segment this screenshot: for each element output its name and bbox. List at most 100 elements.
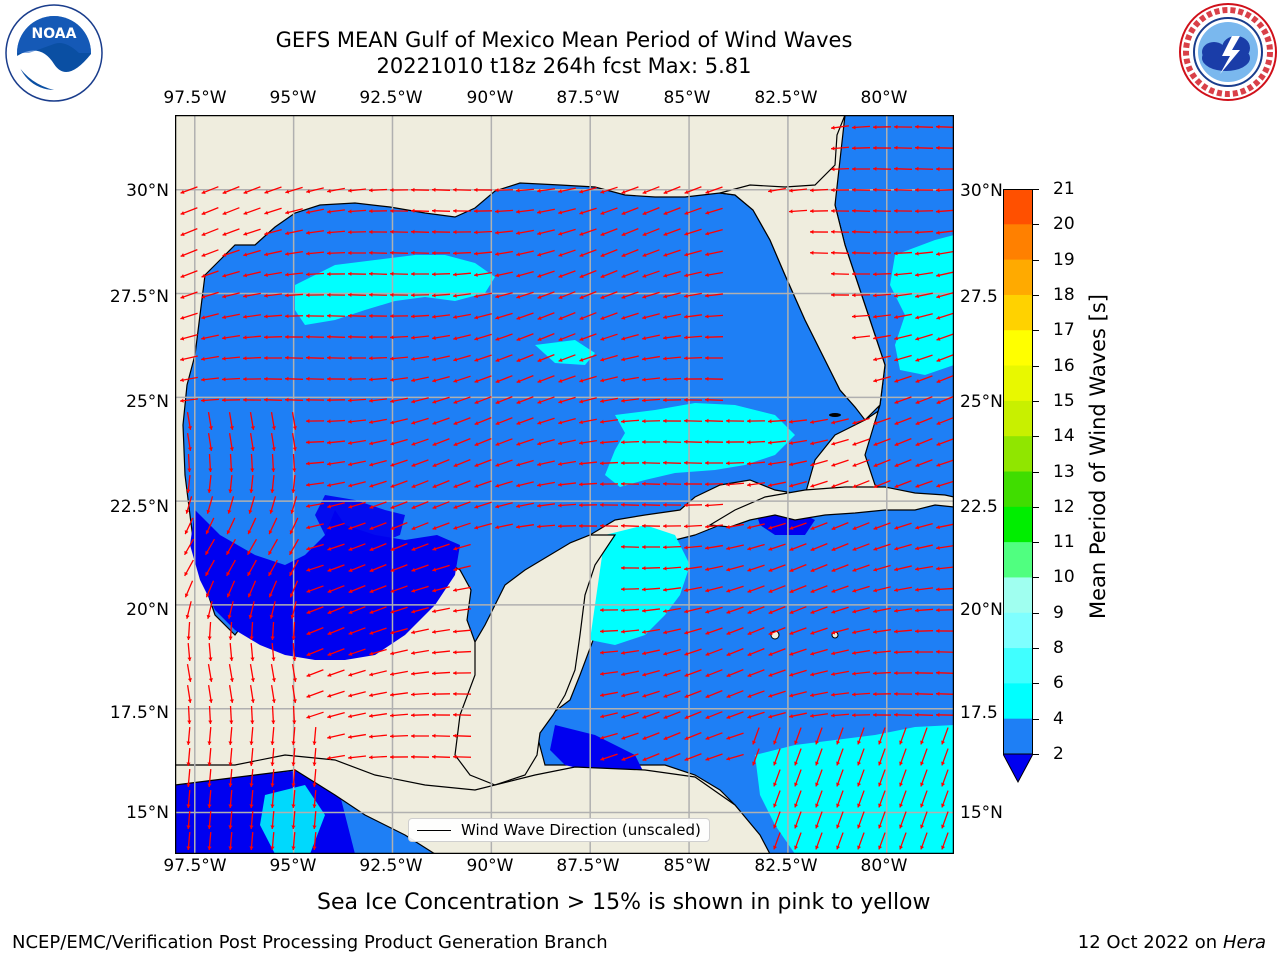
wind-arrow-head [390, 377, 394, 382]
wind-arrow-head [773, 824, 778, 829]
wind-arrow-head [600, 189, 605, 194]
wind-arrow-head [432, 712, 436, 718]
wind-arrow-head [663, 672, 668, 677]
wind-arrow-head [208, 468, 213, 472]
wind-arrow-head [878, 740, 883, 745]
wind-arrow-head [348, 230, 352, 235]
wind-arrow-head [495, 525, 499, 530]
yucatan-land [454, 534, 617, 786]
wind-arrow-head [558, 524, 562, 529]
wind-arrow-head [747, 673, 752, 677]
wind-arrow-head [894, 166, 898, 171]
wind-arrow-head [857, 824, 862, 829]
wind-arrow-head [936, 124, 940, 129]
wind-arrow-head [558, 189, 562, 194]
wind-arrow-head [453, 567, 458, 572]
wind-arrow-head [873, 442, 878, 446]
wind-arrow-head [264, 397, 268, 402]
colorbar-segment [1003, 294, 1033, 331]
wind-arrow-head [369, 229, 373, 235]
colorbar-tick-label: 2 [1053, 744, 1064, 764]
wind-arrow-head [642, 481, 646, 486]
wind-arrow-head [642, 398, 646, 403]
wind-arrow-head [705, 588, 710, 593]
wind-arrow-head [936, 649, 940, 654]
wind-arrows [179, 124, 955, 851]
wind-arrow-head [306, 251, 310, 256]
wind-arrow-head [474, 209, 478, 214]
wind-arrow-head [348, 250, 352, 256]
wind-arrow-head [579, 295, 584, 299]
wind-arrow-head [432, 484, 437, 488]
wind-arrow-head [270, 741, 275, 745]
wind-arrow-head [852, 463, 857, 467]
wind-arrow-head [306, 546, 311, 551]
wind-arrow-head [432, 609, 436, 614]
wind-arrow-head [852, 547, 857, 551]
wind-arrow-head [600, 253, 605, 257]
wind-arrow-head [600, 482, 604, 487]
wind-arrow-head [747, 652, 752, 656]
wind-arrow-head [642, 294, 647, 299]
wind-arrow-head [663, 757, 668, 761]
wind-arrow-head [208, 699, 213, 703]
wind-arrow-head [327, 483, 331, 488]
lon-tick-bottom: 87.5°W [556, 856, 620, 876]
wind-arrow-head [831, 462, 836, 467]
wind-arrow-head [249, 783, 254, 787]
wind-arrow-head [936, 230, 940, 235]
wind-arrow-head [621, 274, 626, 278]
wind-arrow-head [684, 609, 689, 614]
wind-arrow-head [432, 463, 437, 467]
wind-arrow-head [306, 631, 311, 635]
wind-arrow-head [516, 209, 520, 214]
wind-arrow-head [285, 397, 289, 402]
wind-arrow-head [269, 509, 274, 514]
colorbar-svg [1002, 189, 1034, 784]
wind-arrow-head [810, 462, 815, 467]
wind-arrow-head [537, 482, 541, 488]
wind-arrow-head [292, 720, 297, 724]
wind-arrow-head [264, 231, 269, 236]
wind-arrow-head [228, 825, 233, 829]
wind-arrow-head [186, 825, 191, 829]
wind-arrow-head [941, 782, 946, 787]
wind-arrow-head [705, 503, 709, 508]
wind-arrow-head [936, 358, 941, 362]
colorbar-segment [1003, 577, 1033, 614]
wind-arrow-head [831, 208, 835, 213]
wind-arrow-head [621, 336, 626, 341]
wind-arrow-head [516, 483, 521, 488]
wind-arrow-head [663, 231, 668, 236]
wind-arrow-head [201, 315, 206, 320]
wind-arrow-head [684, 293, 688, 299]
wind-arrow-head [642, 377, 646, 382]
wind-arrow-head [453, 230, 457, 235]
wind-arrow-head [915, 566, 919, 571]
wind-arrow-head [271, 720, 276, 724]
wind-arrow-head [453, 733, 457, 738]
wind-arrow-head [285, 334, 289, 340]
wind-arrow-head [815, 824, 820, 829]
wind-arrow-head [558, 252, 563, 257]
wind-arrow-head [264, 355, 268, 361]
wind-arrow-head [516, 337, 521, 341]
wind-arrow-head [810, 589, 815, 593]
wind-arrow-head [705, 231, 710, 236]
wind-arrow-head [684, 356, 688, 361]
wind-arrow-head [794, 845, 799, 850]
colorbar-segment [1003, 259, 1033, 296]
wind-arrow-head [250, 678, 255, 682]
wind-arrow-head [243, 273, 248, 278]
colorbar-segment [1003, 718, 1033, 755]
wind-arrow-head [810, 609, 815, 614]
wind-arrow-head [495, 442, 500, 446]
wind-arrow-head [768, 672, 773, 677]
lon-tick-top: 85°W [663, 88, 711, 108]
wind-arrow-head [878, 845, 883, 850]
wind-arrow-head [495, 504, 500, 509]
lat-tick-right: 27.5 [960, 287, 998, 307]
wind-arrow-head [831, 692, 835, 697]
wind-arrow-head [558, 461, 562, 466]
wind-arrow-head [271, 426, 276, 430]
